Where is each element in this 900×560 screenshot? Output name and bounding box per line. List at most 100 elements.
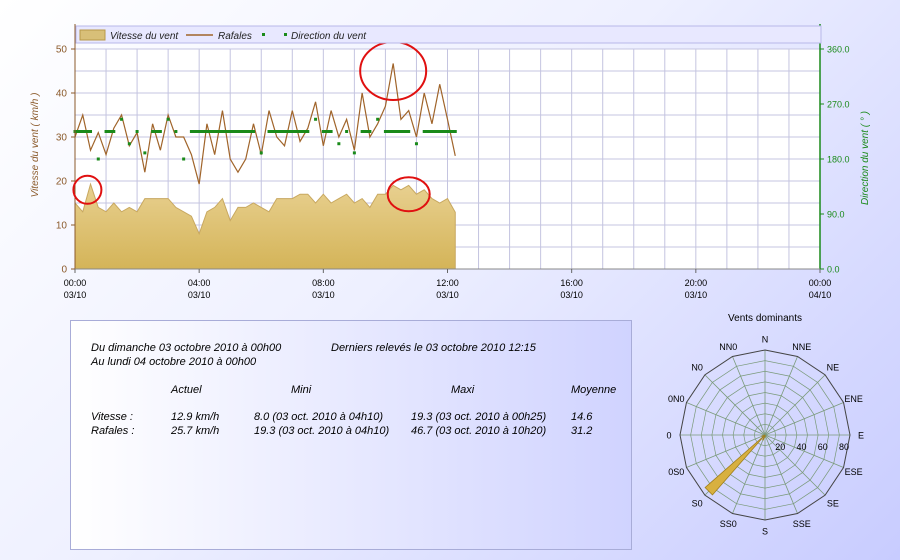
rose-ring — [700, 370, 830, 500]
wind-chart: 0 10 20 30 40 50 0.0 90.0 180.0 270.0 360.0 00:00 03… — [30, 24, 871, 301]
direction-point — [295, 130, 299, 133]
y-axis-title: Vitesse du vent ( km/h ) — [30, 93, 41, 198]
rose-direction-label: SE — [827, 498, 839, 508]
direction-point — [283, 130, 287, 133]
rose-direction-label: E — [858, 431, 864, 441]
gust-line-series — [74, 63, 456, 185]
rose-direction-label: ESE — [845, 467, 863, 477]
x-tick-time: 16:00 — [560, 278, 583, 288]
y-tick-label: 20 — [56, 177, 68, 188]
direction-point — [205, 130, 209, 133]
chart-ticks: 0 10 20 30 40 50 0.0 90.0 180.0 270.0 360.0 00:00 03… — [56, 45, 850, 301]
legend-direction: Direction du vent — [291, 31, 367, 42]
direction-point — [285, 130, 289, 133]
row-gust-maxi: 46.7 (03 oct. 2010 à 10h20) — [411, 425, 547, 437]
direction-point — [244, 130, 248, 133]
row-speed-actuel: 12.9 km/h — [171, 411, 220, 423]
rose-radial-tick: 40 — [796, 442, 806, 452]
direction-point — [83, 130, 87, 133]
direction-point — [443, 130, 447, 133]
rose-ring — [679, 349, 851, 521]
y-tick-label: 30 — [56, 133, 68, 144]
direction-point — [433, 130, 437, 133]
direction-point — [270, 130, 274, 133]
direction-point — [394, 130, 398, 133]
rose-radial-tick: 80 — [839, 442, 849, 452]
y2-tick-label: 0.0 — [827, 265, 840, 275]
rose-radial-tick: 60 — [818, 442, 828, 452]
rose-direction-label: SSE — [793, 519, 811, 529]
direction-point — [368, 130, 372, 133]
direction-point — [259, 151, 263, 155]
direction-point — [345, 130, 349, 133]
wind-rose-title: Vents dominants — [728, 313, 802, 324]
direction-point — [321, 130, 325, 133]
direction-point — [422, 130, 426, 133]
period-to: Au lundi 04 octobre 2010 à 00h00 — [91, 356, 257, 368]
rose-ring — [743, 413, 787, 457]
x-tick-date: 03/10 — [312, 290, 335, 300]
x-tick-time: 08:00 — [312, 278, 335, 288]
rose-ring — [690, 360, 840, 510]
direction-point — [251, 130, 255, 133]
direction-point — [430, 130, 434, 133]
direction-point — [76, 130, 80, 133]
direction-point — [107, 130, 111, 133]
speed-area — [74, 182, 456, 270]
header-mini: Mini — [291, 384, 312, 396]
direction-point — [151, 130, 155, 133]
direction-point — [435, 130, 439, 133]
annotation-circle — [386, 176, 431, 213]
rose-direction-label: S — [762, 527, 768, 537]
direction-point — [189, 130, 193, 133]
direction-point — [407, 130, 411, 133]
direction-point — [158, 130, 162, 133]
direction-point — [208, 130, 212, 133]
rose-direction-label: SS0 — [720, 519, 737, 529]
legend: Vitesse du vent Rafales Direction du ven… — [75, 25, 822, 44]
rose-petal — [761, 434, 766, 437]
direction-point — [337, 142, 341, 146]
row-gust-label: Rafales : — [91, 425, 135, 437]
row-gust-mini: 19.3 (03 oct. 2010 à 04h10) — [254, 425, 390, 437]
y2-tick-label: 360.0 — [827, 45, 850, 55]
wind-rose-radial-ticks: 20 40 60 80 — [775, 442, 849, 452]
direction-point — [451, 130, 455, 133]
wind-rose-data — [704, 434, 766, 496]
rose-direction-label: 0 — [666, 431, 671, 441]
direction-point — [182, 157, 186, 161]
direction-point — [446, 130, 449, 133]
direction-point — [324, 130, 328, 133]
direction-point — [153, 130, 157, 133]
direction-point — [241, 130, 245, 133]
direction-point — [96, 157, 100, 161]
direction-point — [174, 130, 178, 133]
direction-point — [192, 130, 196, 133]
y-tick-label: 10 — [56, 221, 68, 232]
y2-tick-label: 270.0 — [827, 100, 850, 110]
y2-tick-label: 90.0 — [827, 210, 845, 220]
rose-direction-label: N0 — [691, 363, 703, 373]
rose-ring — [754, 424, 776, 446]
direction-point — [166, 117, 170, 121]
legend-gust: Rafales — [218, 31, 252, 42]
direction-point — [272, 130, 276, 133]
row-speed-label: Vitesse : — [91, 411, 133, 423]
row-speed-maxi: 19.3 (03 oct. 2010 à 00h25) — [411, 411, 547, 423]
rose-direction-label: NE — [827, 363, 840, 373]
rose-direction-label: NNE — [792, 342, 811, 352]
period-from: Du dimanche 03 octobre 2010 à 00h00 — [91, 342, 282, 354]
direction-point — [213, 130, 217, 133]
rose-direction-label: 0S0 — [668, 467, 684, 477]
direction-point — [249, 130, 253, 133]
direction-point — [112, 130, 116, 133]
rose-direction-label: S0 — [692, 498, 703, 508]
x-tick-time: 00:00 — [809, 278, 832, 288]
direction-point — [81, 130, 85, 133]
direction-point — [290, 130, 294, 133]
direction-point — [200, 130, 204, 133]
direction-point — [306, 130, 310, 133]
direction-point — [391, 130, 395, 133]
direction-point — [376, 117, 380, 121]
direction-point — [365, 130, 369, 133]
